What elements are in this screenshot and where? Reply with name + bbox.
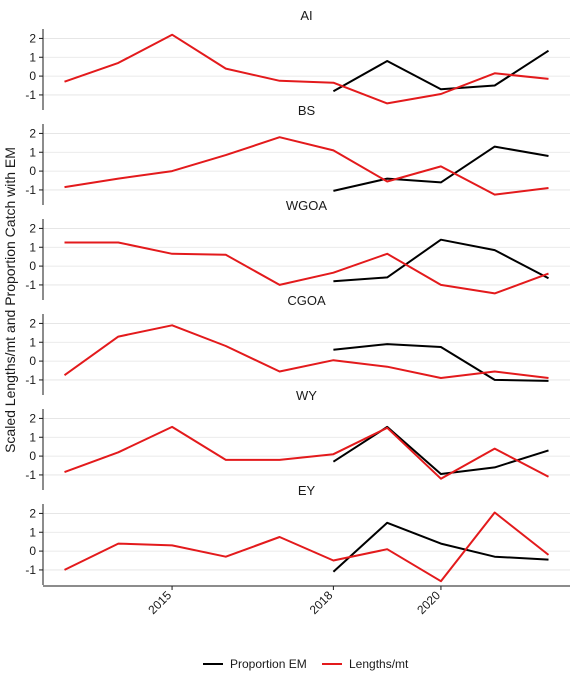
panel-title: EY [298,483,316,498]
x-tick-label: 2020 [414,588,443,617]
panel-title: BS [298,103,316,118]
y-tick-label: 0 [29,354,36,368]
panel-title: WY [296,388,317,403]
y-tick-label: 1 [29,525,36,539]
x-axis: 2015 2018 2020 [43,585,570,617]
y-tick-label: 2 [29,221,36,235]
legend: Proportion EM Lengths/mt [203,657,409,671]
x-tick-label: 2015 [145,588,174,617]
y-tick-label: 2 [29,316,36,330]
panel-ai: AI -1 0 1 2 [25,8,570,110]
series-line-proportion-em [333,238,549,283]
y-tick-label: 2 [29,506,36,520]
series-line-lengths-mt [64,511,550,583]
y-tick-label: 1 [29,50,36,64]
y-tick-label: 1 [29,430,36,444]
y-tick-label: 1 [29,335,36,349]
y-tick-label: 1 [29,145,36,159]
y-tick-label: 2 [29,411,36,425]
y-tick-label: -1 [25,563,36,577]
y-tick-label: 0 [29,544,36,558]
y-tick-label: 2 [29,126,36,140]
legend-label: Lengths/mt [349,657,409,671]
y-tick-label: 1 [29,240,36,254]
panel-title: AI [300,8,312,23]
panel-ey: EY -1 0 1 2 [25,483,570,585]
series-line-proportion-em [332,425,549,475]
y-tick-label: 0 [29,69,36,83]
series-line-proportion-em [333,145,549,192]
y-tick-label: 0 [29,164,36,178]
y-tick-label: 2 [29,31,36,45]
panel-title: CGOA [287,293,326,308]
series-line-proportion-em [332,49,550,93]
series-line-lengths-mt [64,241,549,295]
series-line-lengths-mt [63,324,549,379]
series-line-lengths-mt [64,425,549,480]
y-tick-label: -1 [25,278,36,292]
series-line-lengths-mt [64,136,549,196]
legend-label: Proportion EM [230,657,307,671]
panel-cgoa: CGOA -1 0 1 2 [25,293,570,395]
panel-title: WGOA [286,198,327,213]
facet-panels: AI-1012BS-1012WGOA-1012CGOA-1012WY-1012E… [25,8,570,585]
y-axis-label: Scaled Lengths/mt and Proportion Catch w… [2,147,18,453]
y-tick-label: -1 [25,373,36,387]
series-line-lengths-mt [64,33,549,105]
panel-bs: BS -1 0 1 2 [25,103,570,205]
series-line-proportion-em [333,343,549,382]
y-tick-label: 0 [29,259,36,273]
y-tick-label: -1 [25,468,36,482]
y-tick-label: -1 [25,183,36,197]
x-tick-label: 2018 [307,588,336,617]
panel-wgoa: WGOA -1 0 1 2 [25,198,570,300]
series-line-proportion-em [332,521,549,573]
y-tick-label: -1 [25,88,36,102]
y-tick-label: 0 [29,449,36,463]
panel-wy: WY -1 0 1 2 [25,388,570,490]
